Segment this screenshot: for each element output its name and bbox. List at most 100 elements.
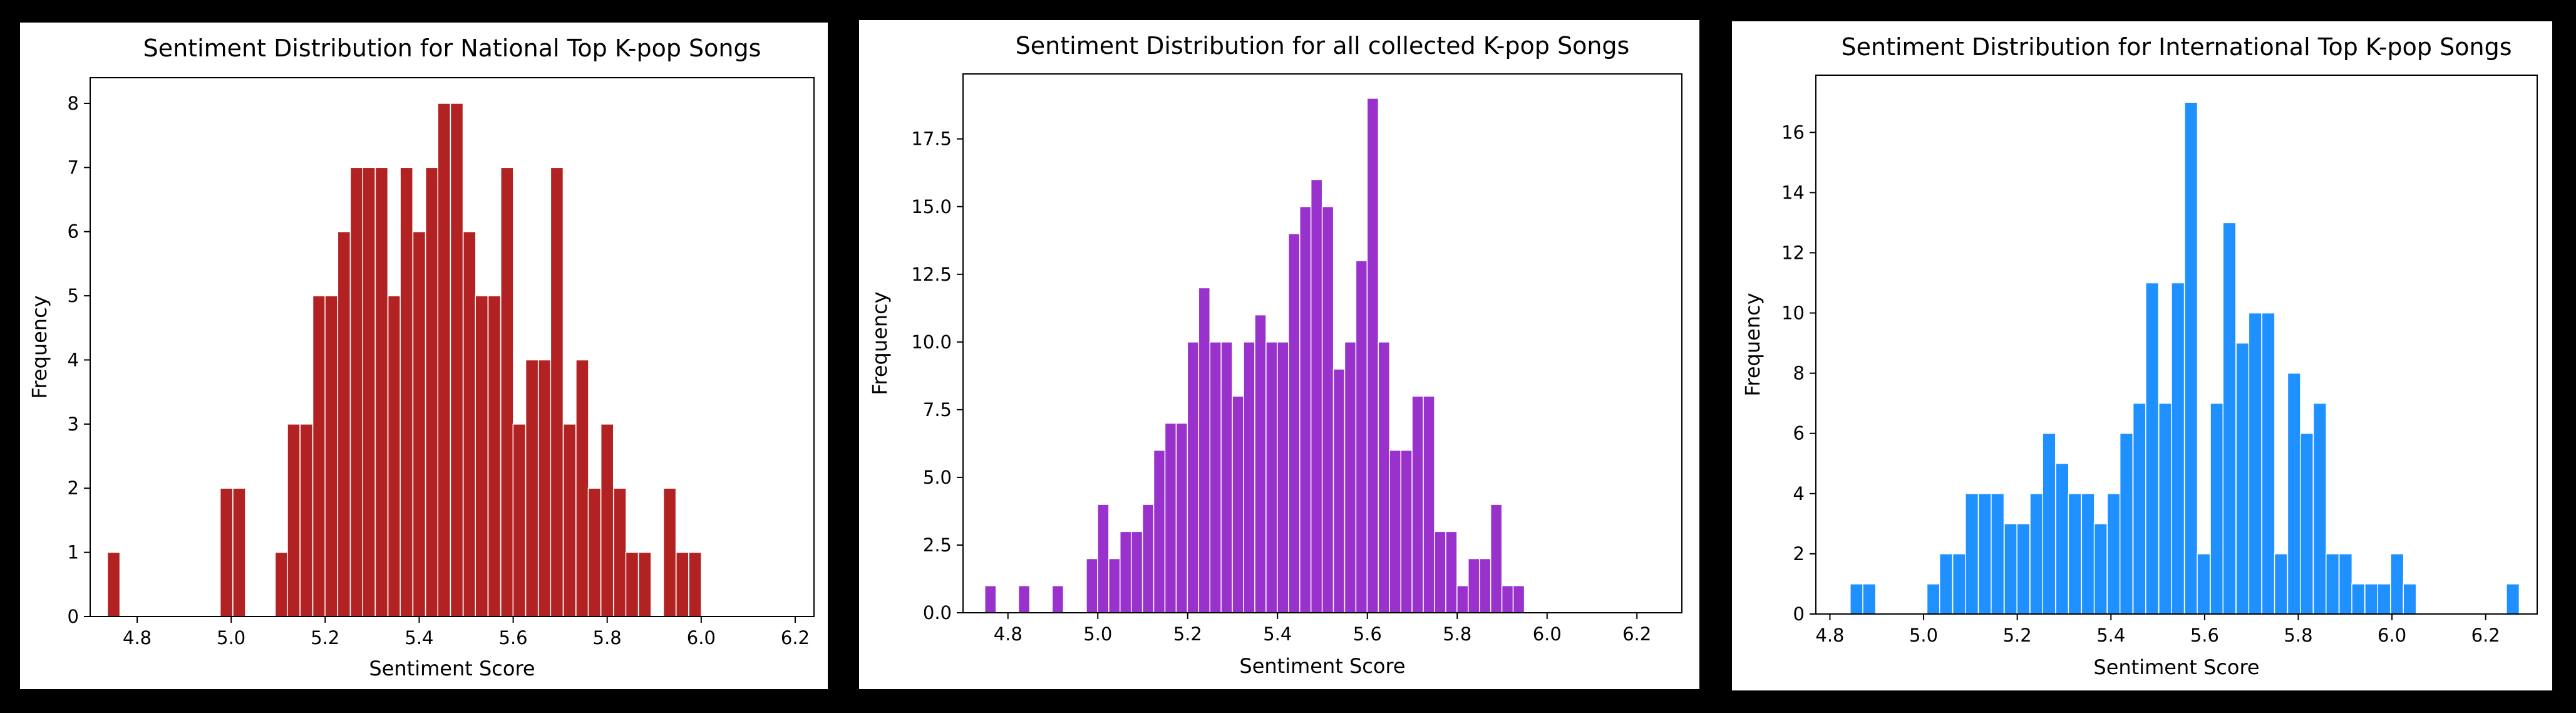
bar <box>2210 402 2224 615</box>
x-tick-label: 6.0 <box>2378 625 2406 646</box>
bar <box>312 295 326 617</box>
bar <box>613 487 627 617</box>
bar <box>2506 583 2520 615</box>
y-tick-label: 10 <box>1781 303 1805 324</box>
bar <box>349 167 364 617</box>
x-tick-label: 5.2 <box>311 627 339 648</box>
x-tick-label: 5.2 <box>2003 625 2032 646</box>
bar <box>425 167 439 617</box>
plot-frame <box>90 77 815 617</box>
bar <box>274 551 289 617</box>
bar <box>1130 531 1143 613</box>
y-tick-label: 4 <box>1793 483 1805 504</box>
bar <box>2093 523 2108 615</box>
bar <box>1456 585 1469 613</box>
y-tick-label: 2.5 <box>923 534 952 556</box>
bar <box>1501 585 1514 613</box>
bar <box>550 167 564 617</box>
x-tick-label: 5.6 <box>499 627 528 648</box>
x-tick-label: 5.6 <box>2190 625 2219 646</box>
bar <box>1175 422 1188 613</box>
bar <box>1220 341 1233 613</box>
bar <box>1153 449 1166 613</box>
bar <box>625 551 639 617</box>
bar <box>287 424 301 617</box>
x-axis-label: Sentiment Score <box>1239 654 1405 678</box>
bar <box>1108 558 1121 613</box>
bar <box>2261 312 2275 615</box>
chart-international: 4.8 5.0 5.2 5.4 5.6 5.8 6.0 6.2 0 2 4 6 8 10 12 14 16 Sen… <box>1741 33 2538 679</box>
chart-panel-international: 4.8 5.0 5.2 5.4 5.6 5.8 6.0 6.2 0 2 4 6 8 10 12 14 16 Sen… <box>1732 21 2552 690</box>
x-tick-label: 5.8 <box>593 627 622 648</box>
bar <box>450 103 464 617</box>
bar <box>1198 287 1211 613</box>
x-axis-label: Sentiment Score <box>2093 655 2259 679</box>
bar <box>1378 341 1391 613</box>
bar <box>1277 341 1289 613</box>
bar <box>324 295 338 617</box>
bar <box>2403 583 2417 615</box>
bar <box>1850 583 1864 615</box>
bar <box>637 551 652 617</box>
bar <box>2042 432 2056 615</box>
bar <box>2248 312 2262 615</box>
bar <box>2119 432 2133 615</box>
y-tick-label: 1 <box>68 542 79 563</box>
x-tick-label: 5.8 <box>2284 625 2312 646</box>
bar <box>984 585 997 613</box>
x-tick-label: 6.2 <box>781 627 810 648</box>
y-tick-label: 10.0 <box>911 331 952 353</box>
y-tick-label: 3 <box>68 414 79 435</box>
bar <box>1445 531 1458 613</box>
bar <box>2287 372 2301 615</box>
bar <box>1965 493 1979 615</box>
chart-panel-all: 4.8 5.0 5.2 5.4 5.6 5.8 6.0 6.2 0.0 2.5 5.0 7.5 10.0… <box>859 20 1699 689</box>
bar <box>463 231 477 617</box>
y-axis-label: Frequency <box>1741 293 1765 396</box>
bar <box>676 551 689 617</box>
chart-all: 4.8 5.0 5.2 5.4 5.6 5.8 6.0 6.2 0.0 2.5 5.0 7.5 10.0… <box>868 32 1682 678</box>
bar <box>2326 553 2340 615</box>
bar <box>362 167 376 617</box>
y-tick-label: 0.0 <box>923 602 952 623</box>
bar <box>1355 260 1368 613</box>
bar <box>1344 341 1357 613</box>
bar <box>374 167 389 617</box>
x-tick-label: 5.0 <box>1909 625 1938 646</box>
bar <box>1018 585 1031 613</box>
bar <box>2171 282 2185 615</box>
bar <box>500 167 514 617</box>
bar <box>2055 463 2069 615</box>
bar <box>1478 558 1492 613</box>
bar <box>1400 449 1413 613</box>
bar <box>1332 368 1346 613</box>
bar <box>219 487 234 617</box>
chart-title: Sentiment Distribution for International… <box>1842 33 2512 61</box>
bar <box>2106 493 2121 615</box>
y-axis-label: Frequency <box>28 295 51 398</box>
bar <box>1243 341 1255 613</box>
y-tick-label: 2 <box>1793 543 1805 565</box>
bar <box>487 295 502 617</box>
bar <box>688 551 702 617</box>
chart-panel-national: 4.8 5.0 5.2 5.4 5.6 5.8 6.0 6.2 0 1 2 3 4 5 6 7 8 Sentime… <box>20 23 828 689</box>
bar <box>475 295 489 617</box>
chart-national: 4.8 5.0 5.2 5.4 5.6 5.8 6.0 6.2 0 1 2 3 4 5 6 7 8 Sentime… <box>28 34 815 680</box>
bar <box>1366 98 1379 613</box>
bar <box>1991 493 2005 615</box>
bar <box>2016 523 2031 615</box>
plot-frame <box>1815 75 2538 615</box>
bar <box>1939 553 1953 615</box>
bar <box>2197 553 2211 615</box>
x-tick-label: 5.6 <box>1353 623 1382 645</box>
bar <box>1310 179 1323 613</box>
bar <box>1051 585 1064 613</box>
x-axis-label: Sentiment Score <box>369 657 535 680</box>
x-tick-label: 6.2 <box>1622 623 1651 645</box>
bar <box>2339 553 2353 615</box>
bar <box>106 551 121 617</box>
bar <box>399 167 413 617</box>
bar <box>299 424 314 617</box>
bar <box>600 424 614 617</box>
bar <box>2004 523 2018 615</box>
